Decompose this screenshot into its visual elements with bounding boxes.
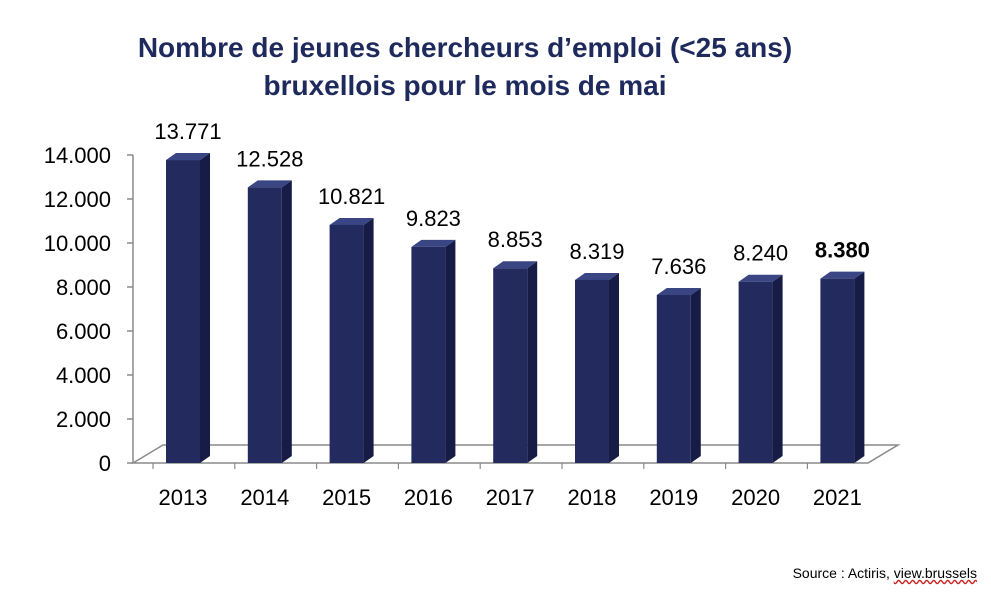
data-label: 8.380 (815, 238, 870, 263)
bar-side (200, 153, 210, 463)
x-tick-label: 2018 (568, 485, 617, 510)
bar-top (820, 271, 865, 279)
y-tick-label: 0 (99, 451, 111, 476)
data-label: 7.636 (651, 254, 706, 279)
bar-top (329, 217, 374, 225)
y-tick-label: 2.000 (56, 407, 111, 432)
data-label: 10.821 (318, 184, 385, 209)
chart-title-line-1: Nombre de jeunes chercheurs d’emploi (<2… (137, 32, 793, 63)
bar-side (854, 271, 865, 463)
data-label: 12.528 (236, 146, 303, 171)
data-label: 8.319 (569, 239, 624, 264)
bar (493, 268, 528, 463)
y-tick-label: 14.000 (44, 143, 111, 168)
source-prefix: Source : Actiris, (792, 565, 894, 581)
bar (820, 278, 855, 463)
data-label: 9.823 (406, 206, 461, 231)
bar-top (493, 261, 538, 269)
bar (247, 187, 282, 463)
bar-side (445, 239, 456, 463)
y-tick-label: 10.000 (44, 231, 111, 256)
bar (166, 160, 200, 463)
y-tick-label: 6.000 (56, 319, 111, 344)
chart-title-line-2: bruxellois pour le mois de mai (263, 70, 667, 101)
bar-side (281, 180, 292, 463)
y-tick-label: 8.000 (56, 275, 111, 300)
x-tick-label: 2016 (404, 485, 453, 510)
bar (575, 279, 609, 463)
bar (656, 295, 691, 463)
x-tick-label: 2019 (649, 485, 698, 510)
y-tick-label: 12.000 (44, 187, 111, 212)
bar-side (772, 274, 783, 463)
bar-top (247, 180, 292, 188)
x-tick-label: 2020 (731, 485, 780, 510)
x-tick-label: 2015 (322, 485, 371, 510)
data-label: 13.771 (154, 119, 221, 144)
x-tick-label: 2013 (159, 485, 208, 510)
bar (738, 281, 773, 463)
bar-top (738, 274, 783, 282)
data-label: 8.240 (733, 241, 788, 266)
bar (329, 224, 364, 463)
x-tick-label: 2014 (240, 485, 289, 510)
data-label: 8.853 (488, 227, 543, 252)
bar-side (363, 217, 374, 463)
x-tick-label: 2017 (486, 485, 535, 510)
source-note: Source : Actiris, view.brussels (793, 565, 977, 581)
bar-top (656, 288, 701, 296)
bar-top (166, 153, 210, 161)
bar-side (690, 288, 701, 463)
bar-top (411, 239, 456, 247)
bar-side (609, 272, 619, 463)
x-tick-label: 2021 (813, 485, 862, 510)
bar-top (575, 272, 619, 280)
bar (411, 246, 446, 463)
bar-side (527, 261, 538, 463)
y-tick-label: 4.000 (56, 363, 111, 388)
source-site: view.brussels (893, 565, 977, 581)
